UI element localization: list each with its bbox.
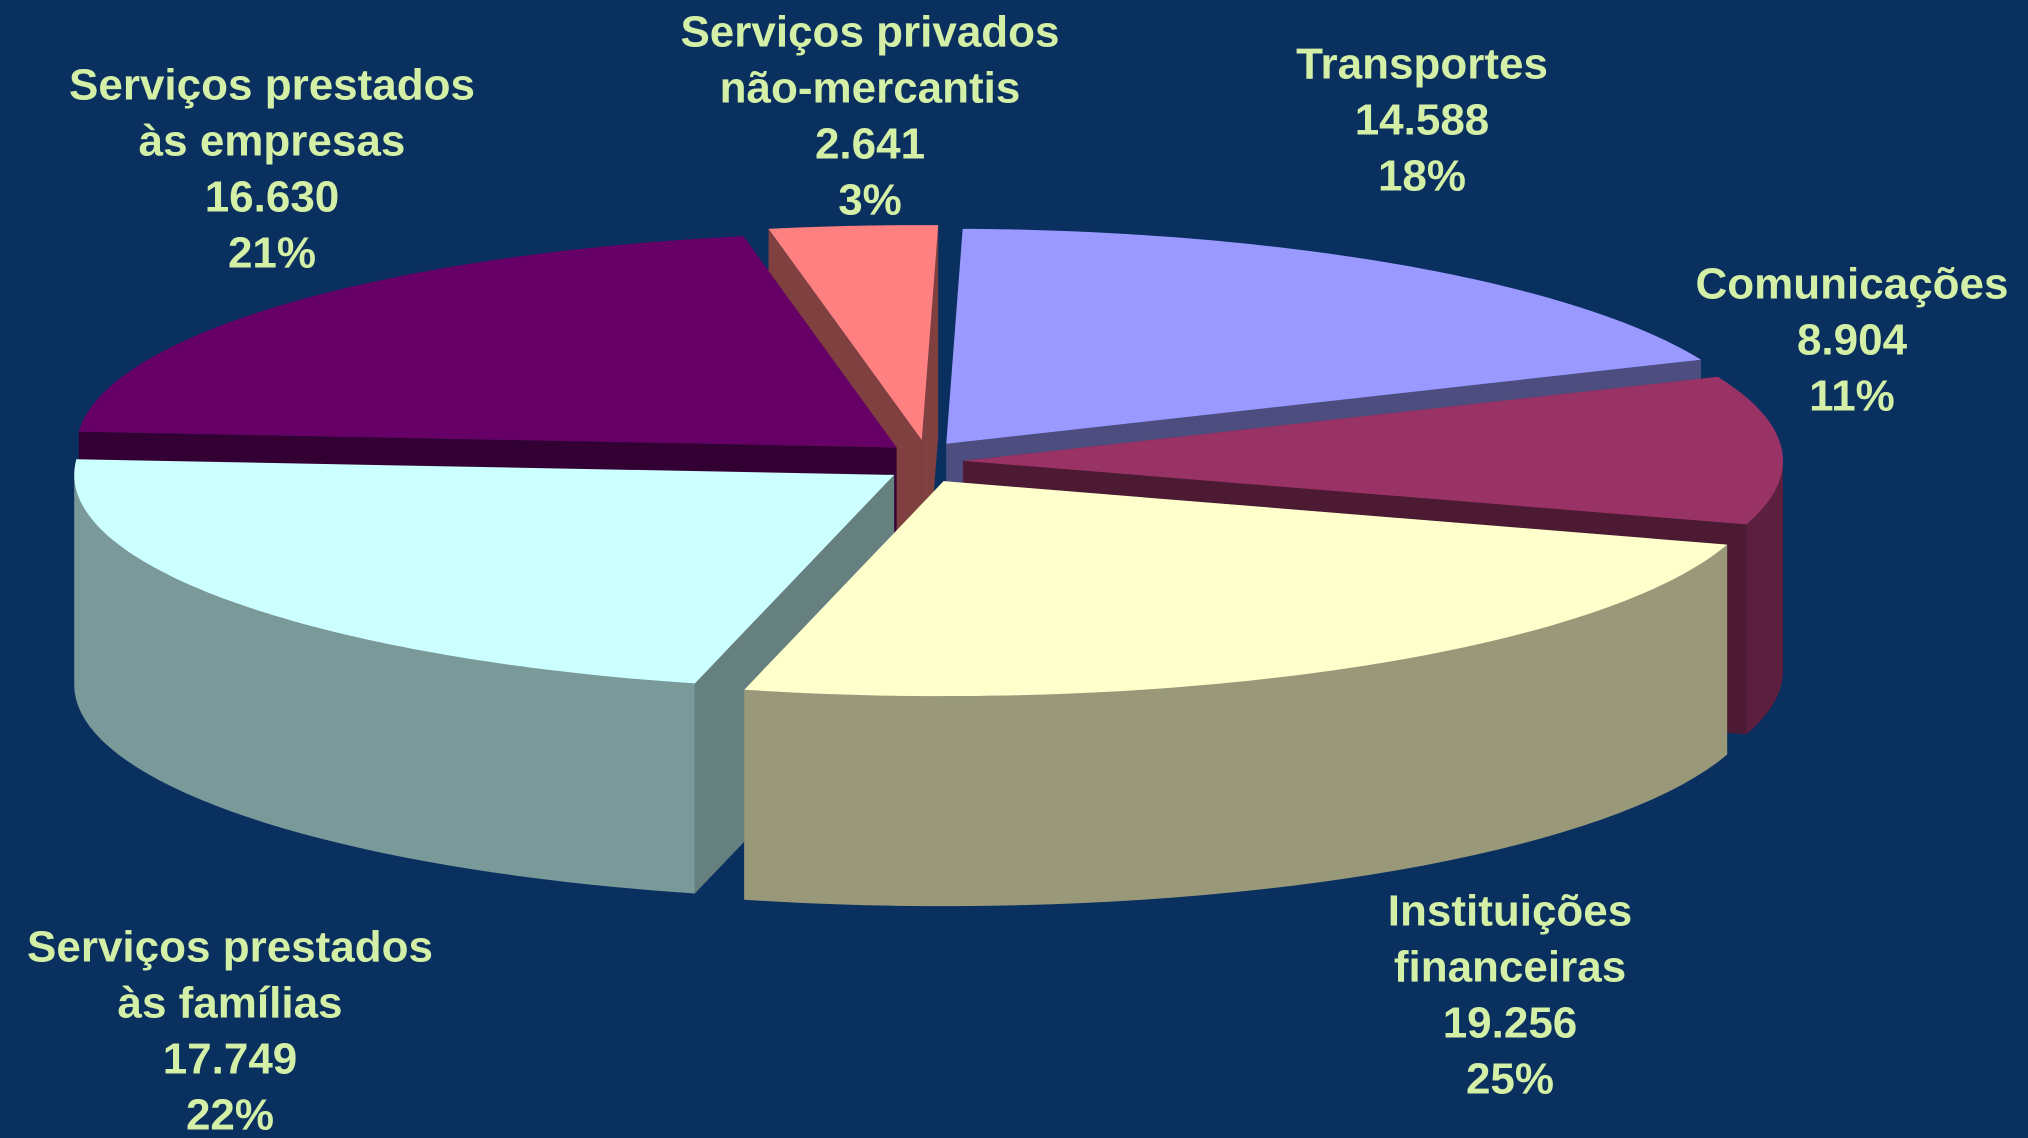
percent-label: 3% <box>838 176 902 225</box>
slice-label: financeiras <box>1394 943 1626 992</box>
percent-label: 25% <box>1466 1055 1554 1104</box>
percent-label: 21% <box>228 229 316 278</box>
value-label: 17.749 <box>163 1035 298 1084</box>
slice-label: Transportes <box>1296 40 1548 89</box>
slice <box>78 236 897 448</box>
slice <box>74 459 895 684</box>
percent-label: 22% <box>186 1091 274 1138</box>
slice-label: Serviços privados <box>680 8 1059 57</box>
percent-label: 11% <box>1809 372 1895 421</box>
slice <box>962 376 1783 525</box>
value-label: 14.588 <box>1355 96 1490 145</box>
slice <box>946 228 1702 444</box>
value-label: 19.256 <box>1443 999 1578 1048</box>
value-label: 2.641 <box>815 120 925 169</box>
slice-label: Instituições <box>1388 887 1633 936</box>
value-label: 16.630 <box>205 173 340 222</box>
percent-label: 18% <box>1378 152 1466 201</box>
slice-label: Serviços prestados <box>69 61 475 110</box>
slice-side <box>744 544 1728 907</box>
slice-side <box>74 474 695 894</box>
slice-label: às empresas <box>139 117 406 166</box>
slice <box>768 225 939 441</box>
slice-label: Serviços prestados <box>27 923 433 972</box>
slice-label: às famílias <box>117 979 342 1028</box>
slice <box>744 481 1728 697</box>
slice-label: Comunicações <box>1696 260 2009 309</box>
slice-label: não-mercantis <box>720 64 1021 113</box>
slice-side <box>1746 460 1783 735</box>
value-label: 8.904 <box>1797 316 1908 365</box>
